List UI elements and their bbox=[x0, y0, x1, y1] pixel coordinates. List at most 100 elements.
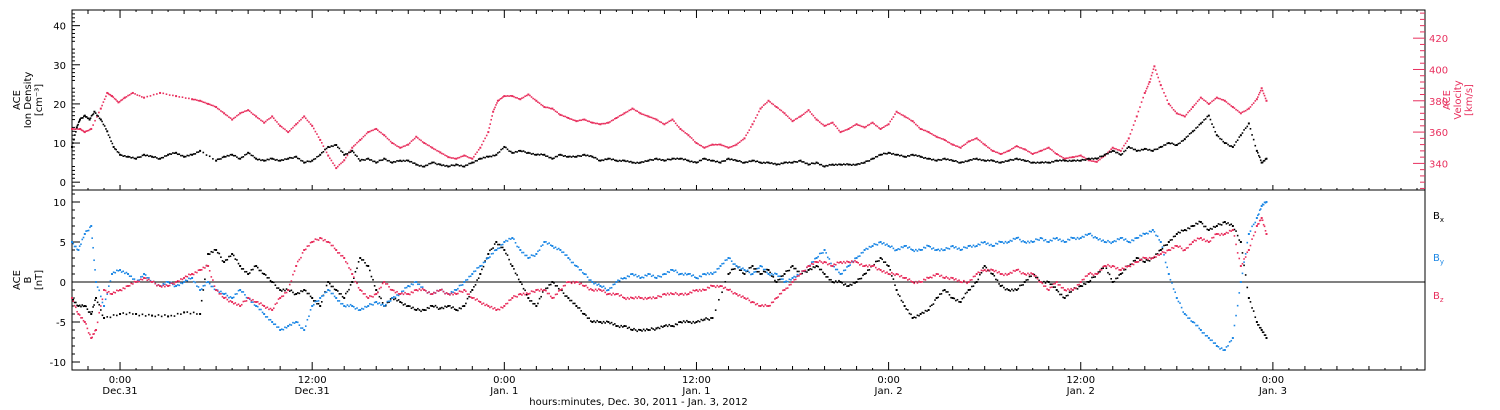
velocity-series-fill-point bbox=[650, 116, 653, 119]
velocity-series-point bbox=[1007, 149, 1010, 152]
velocity-series-point bbox=[359, 138, 362, 141]
bx-series-point bbox=[647, 329, 650, 331]
bz-series-fill-point bbox=[690, 291, 693, 294]
velocity-series-fill-point bbox=[108, 93, 110, 96]
by-series-fill-point bbox=[561, 251, 563, 254]
density-series-fill-point bbox=[489, 155, 491, 158]
velocity-series-fill-point bbox=[1179, 113, 1181, 116]
velocity-series-fill-point bbox=[77, 128, 80, 130]
bx-series-point bbox=[407, 305, 410, 307]
bz-series-fill-point bbox=[710, 284, 712, 287]
by-series-fill-point bbox=[248, 298, 251, 301]
bx-series-point bbox=[151, 314, 154, 317]
by-series-point bbox=[999, 241, 1002, 243]
density-series-fill-point bbox=[538, 154, 541, 156]
bx-series-point bbox=[591, 321, 594, 323]
density-series-fill-point bbox=[740, 161, 743, 163]
bz-series-fill-point bbox=[713, 285, 715, 287]
density-series-fill-point bbox=[794, 161, 797, 163]
velocity-series-fill-point bbox=[665, 122, 667, 124]
by-series-fill-point bbox=[369, 303, 371, 305]
bz-series-point bbox=[1023, 273, 1026, 275]
density-series-fill-point bbox=[317, 155, 320, 158]
bz-series-fill-point bbox=[288, 283, 291, 286]
bz-series-fill-point bbox=[533, 291, 536, 293]
density-series-fill-point bbox=[101, 120, 103, 123]
bx-series-fill-point bbox=[498, 243, 501, 246]
bx-series-fill-point bbox=[1038, 279, 1040, 282]
velocity-series-fill-point bbox=[1012, 147, 1015, 149]
bx-series-fill-point bbox=[493, 243, 496, 245]
bz-series-fill-point bbox=[546, 292, 549, 295]
bz-series-fill-point bbox=[165, 284, 168, 286]
velocity-series-fill-point bbox=[553, 108, 555, 111]
density-series-fill-point bbox=[950, 158, 952, 161]
density-series-fill-point bbox=[385, 158, 387, 161]
by-series-fill-point bbox=[620, 277, 623, 280]
density-series-point bbox=[119, 153, 122, 156]
by-series-fill-point bbox=[500, 244, 502, 246]
bx-series-fill-point bbox=[646, 328, 648, 330]
by-series-point bbox=[407, 285, 410, 287]
density-series-fill-point bbox=[581, 154, 584, 156]
bx-series-fill-point bbox=[878, 260, 880, 262]
velocity-series-fill-point bbox=[1049, 148, 1052, 150]
density-series-fill-point bbox=[212, 158, 214, 160]
bx-series-fill-point bbox=[186, 311, 189, 313]
bx-series-fill-point bbox=[452, 306, 454, 308]
bz-series-fill-point bbox=[990, 268, 992, 271]
bz-series-fill-point bbox=[705, 289, 707, 291]
bz-series-fill-point bbox=[610, 294, 613, 296]
bz-series-fill-point bbox=[1188, 243, 1191, 246]
bz-series-fill-point bbox=[668, 293, 671, 296]
by-series-fill-point bbox=[916, 250, 919, 252]
density-series-point bbox=[1039, 161, 1042, 164]
density-series-fill-point bbox=[288, 156, 291, 159]
density-series-fill-point bbox=[405, 159, 408, 162]
by-series-fill-point bbox=[854, 257, 856, 260]
density-series-fill-point bbox=[870, 158, 872, 161]
bx-series-fill-point bbox=[1169, 239, 1172, 241]
bx-series-fill-point bbox=[1220, 224, 1223, 226]
bx-series-point bbox=[839, 281, 842, 283]
by-series-fill-point bbox=[1139, 234, 1141, 237]
bz-series-fill-point bbox=[72, 300, 75, 302]
density-series-point bbox=[463, 165, 466, 168]
bx-series-point bbox=[1015, 289, 1018, 291]
by-series-fill-point bbox=[1073, 237, 1076, 239]
bx-series-fill-point bbox=[714, 309, 717, 311]
density-series-point bbox=[1127, 145, 1130, 148]
by-series-point bbox=[1167, 273, 1170, 275]
bz-series-fill-point bbox=[842, 260, 845, 263]
bx-series-fill-point bbox=[1188, 227, 1191, 230]
by-series-point bbox=[327, 289, 330, 291]
bx-series-fill-point bbox=[630, 328, 632, 331]
velocity-series-point bbox=[1087, 159, 1090, 162]
velocity-series-fill-point bbox=[852, 125, 855, 127]
bz-series-point bbox=[1063, 289, 1066, 291]
bx-series-fill-point bbox=[761, 273, 763, 275]
velocity-series-fill-point bbox=[94, 119, 96, 122]
bz-series-fill-point bbox=[1174, 245, 1177, 247]
bx-series-point bbox=[1135, 257, 1138, 259]
bz-series-fill-point bbox=[170, 282, 173, 284]
density-series-fill-point bbox=[894, 153, 896, 156]
bz-series-fill-point bbox=[188, 273, 190, 276]
by-series-fill-point bbox=[140, 276, 142, 278]
velocity-series-fill-point bbox=[112, 96, 115, 98]
velocity-series-fill-point bbox=[496, 102, 498, 104]
bz-series-point bbox=[119, 289, 122, 291]
by-series-fill-point bbox=[860, 252, 863, 254]
bz-series-fill-point bbox=[673, 293, 675, 296]
velocity-series-fill-point bbox=[394, 144, 397, 146]
bx-series-point bbox=[1119, 273, 1122, 275]
bx-series-fill-point bbox=[830, 278, 832, 281]
velocity-series-fill-point bbox=[301, 116, 304, 119]
bz-series-point bbox=[783, 289, 786, 291]
velocity-series-point bbox=[367, 131, 370, 134]
by-series-point bbox=[623, 277, 626, 279]
velocity-series-fill-point bbox=[809, 111, 811, 113]
density-series-fill-point bbox=[676, 157, 679, 160]
by-series-fill-point bbox=[1166, 266, 1169, 269]
velocity-series-fill-point bbox=[716, 143, 719, 146]
